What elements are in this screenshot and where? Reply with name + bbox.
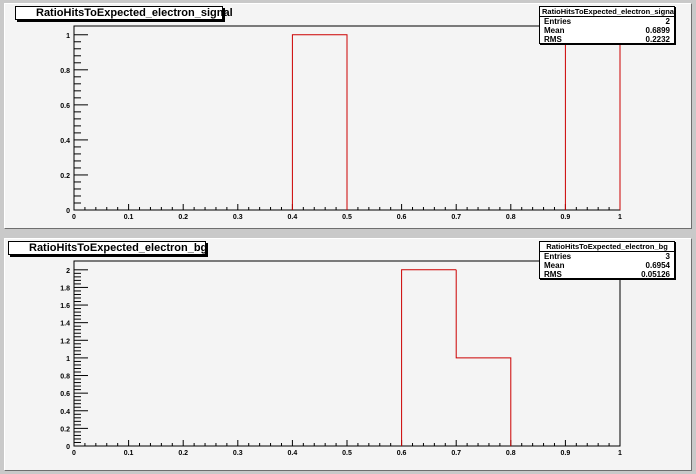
x-tick-label: 0.1 bbox=[124, 214, 134, 221]
x-tick-label: 0.2 bbox=[178, 214, 188, 221]
histogram-pad-bg: 0 0.1 0.2 0.3 0.4 0.5 0.6 0.7 0.8 0.9 1 0 0.2 0.4 0.6 0… bbox=[4, 238, 692, 471]
y-tick-label: 1.2 bbox=[60, 338, 70, 345]
x-tick-label: 0.6 bbox=[397, 214, 407, 221]
x-tick-label: 0.8 bbox=[506, 214, 516, 221]
histogram-bin bbox=[455, 269, 512, 446]
y-tick-label: 0 bbox=[66, 208, 70, 215]
stats-label: RMS bbox=[544, 35, 562, 44]
y-tick-label: 1.8 bbox=[60, 285, 70, 292]
stats-value: 0.6954 bbox=[645, 261, 670, 270]
stats-row-rms: RMS 0.2232 bbox=[540, 35, 674, 44]
x-tick-label: 0.9 bbox=[561, 450, 571, 457]
y-tick-label: 0 bbox=[66, 444, 70, 451]
histogram-bin bbox=[564, 34, 621, 210]
stats-row-rms: RMS 0.05126 bbox=[540, 270, 674, 279]
y-tick-label: 1.4 bbox=[60, 321, 70, 328]
histogram-pad-signal: 0 0.1 0.2 0.3 0.4 0.5 0.6 0.7 0.8 0.9 1 0 0.2 0.4 0.6 0… bbox=[4, 3, 692, 229]
y-tick-label: 1.6 bbox=[60, 303, 70, 310]
stats-label: Entries bbox=[544, 17, 572, 26]
x-tick-label: 0.3 bbox=[233, 214, 243, 221]
x-tick-label: 0.9 bbox=[561, 214, 571, 221]
stats-label: Entries bbox=[544, 252, 572, 261]
stats-value: 0.6899 bbox=[645, 26, 670, 35]
x-tick-label: 0.7 bbox=[451, 450, 461, 457]
x-tick-label: 0 bbox=[72, 214, 76, 221]
x-tick-label: 0.7 bbox=[451, 214, 461, 221]
x-tick-label: 0.3 bbox=[233, 450, 243, 457]
x-tick-label: 0.1 bbox=[124, 450, 134, 457]
histogram-plot-bg: 0 0.1 0.2 0.3 0.4 0.5 0.6 0.7 0.8 0.9 1 0 0.2 0.4 0.6 0… bbox=[60, 260, 622, 457]
stats-value: 2 bbox=[665, 17, 670, 26]
stats-box-signal: RatioHitsToExpected_electron_signal Entr… bbox=[539, 6, 677, 44]
y-tick-label: 1 bbox=[66, 33, 70, 40]
stats-title: RatioHitsToExpected_electron_bg bbox=[540, 242, 674, 252]
stats-row-mean: Mean 0.6954 bbox=[540, 261, 674, 270]
stats-value: 0.05126 bbox=[641, 270, 670, 279]
stats-box-bg: RatioHitsToExpected_electron_bg Entries … bbox=[539, 241, 675, 279]
y-tick-label: 0.2 bbox=[60, 426, 70, 433]
x-tick-label: 1 bbox=[618, 214, 622, 221]
x-tick-label: 0.5 bbox=[342, 450, 352, 457]
x-tick-label: 0.8 bbox=[506, 450, 516, 457]
stats-title: RatioHitsToExpected_electron_signal bbox=[540, 7, 677, 17]
x-tick-label: 0.4 bbox=[288, 450, 298, 457]
y-tick-label: 0.6 bbox=[60, 103, 70, 110]
stats-row-entries: Entries 2 bbox=[540, 17, 674, 26]
stats-value: 3 bbox=[665, 252, 670, 261]
x-tick-label: 0.6 bbox=[397, 450, 407, 457]
histogram-bin bbox=[291, 34, 348, 210]
y-tick-label: 0.4 bbox=[60, 409, 70, 416]
plot-frame bbox=[73, 260, 621, 447]
y-tick-label: 0.2 bbox=[60, 173, 70, 180]
stats-label: RMS bbox=[544, 270, 562, 279]
histogram-bin bbox=[401, 269, 457, 446]
y-tick-label: 1 bbox=[66, 356, 70, 363]
histogram-plot-signal: 0 0.1 0.2 0.3 0.4 0.5 0.6 0.7 0.8 0.9 1 0 0.2 0.4 0.6 0… bbox=[60, 25, 622, 221]
y-tick-label: 0.8 bbox=[60, 374, 70, 381]
stats-value: 0.2232 bbox=[645, 35, 670, 44]
y-tick-label: 0.6 bbox=[60, 391, 70, 398]
stats-row-entries: Entries 3 bbox=[540, 252, 674, 261]
histogram-title-signal: RatioHitsToExpected_electron_signal bbox=[15, 6, 233, 20]
stats-label: Mean bbox=[544, 261, 565, 270]
y-tick-label: 2 bbox=[66, 268, 70, 275]
y-tick-label: 0.4 bbox=[60, 138, 70, 145]
x-tick-label: 0 bbox=[72, 450, 76, 457]
stats-row-mean: Mean 0.6899 bbox=[540, 26, 674, 35]
x-tick-label: 0.2 bbox=[178, 450, 188, 457]
stats-label: Mean bbox=[544, 26, 565, 35]
x-tick-label: 0.5 bbox=[342, 214, 352, 221]
histogram-title-bg: RatioHitsToExpected_electron_bg bbox=[8, 241, 207, 255]
x-tick-label: 0.4 bbox=[288, 214, 298, 221]
x-tick-label: 1 bbox=[618, 450, 622, 457]
y-tick-label: 0.8 bbox=[60, 68, 70, 75]
